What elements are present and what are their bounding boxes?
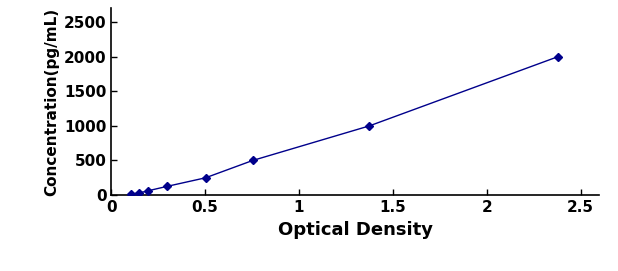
- X-axis label: Optical Density: Optical Density: [278, 221, 433, 238]
- Y-axis label: Concentration(pg/mL): Concentration(pg/mL): [44, 8, 59, 196]
